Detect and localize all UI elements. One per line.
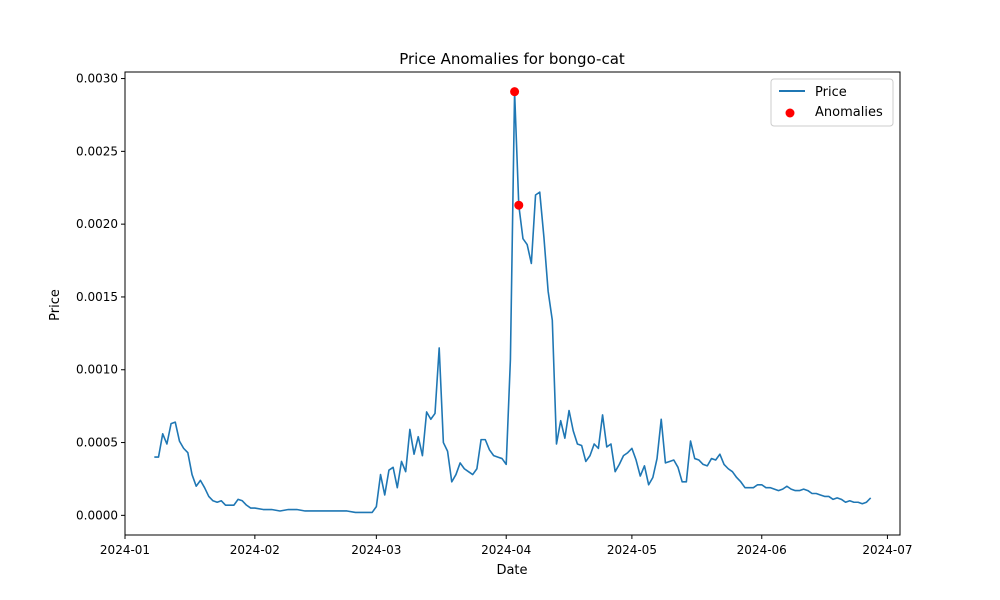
y-tick-label: 0.0015 <box>76 290 118 304</box>
y-axis-label: Price <box>48 289 63 321</box>
x-tick-label: 2024-02 <box>230 543 280 557</box>
price-line <box>154 90 872 514</box>
plot-area: 2024-01 2024-02 2024-03 2024-04 2024-05 2024-… <box>76 71 913 557</box>
legend-anomalies-label: Anomalies <box>815 105 883 120</box>
y-tick-label: 0.0020 <box>76 217 118 231</box>
y-tick-label: 0.0010 <box>76 363 118 377</box>
x-tick-label: 2024-05 <box>607 543 657 557</box>
x-tick-label: 2024-03 <box>351 543 401 557</box>
y-tick-label: 0.0025 <box>76 144 118 158</box>
legend-price-label: Price <box>815 85 847 100</box>
x-tick-label: 2024-07 <box>862 543 912 557</box>
y-tick-label: 0.0030 <box>76 72 118 86</box>
plot-frame <box>124 71 901 536</box>
y-tick-label: 0.0000 <box>76 508 118 522</box>
x-tick-label: 2024-04 <box>481 543 531 557</box>
y-axis: 0.0000 0.0005 0.0010 0.0015 0.0020 0.0025 0.00… <box>76 72 125 522</box>
series-layer <box>154 87 872 514</box>
x-tick-label: 2024-01 <box>100 543 150 557</box>
x-axis-label: Date <box>496 563 527 578</box>
chart-title: Price Anomalies for bongo-cat <box>399 50 625 68</box>
legend: Price Anomalies <box>770 78 894 127</box>
legend-anomalies-swatch <box>785 108 795 118</box>
anomaly-point <box>514 200 524 210</box>
x-axis: 2024-01 2024-02 2024-03 2024-04 2024-05 2024-… <box>100 535 913 557</box>
x-tick-label: 2024-06 <box>737 543 787 557</box>
anomaly-point <box>510 87 520 97</box>
y-tick-label: 0.0005 <box>76 436 118 450</box>
